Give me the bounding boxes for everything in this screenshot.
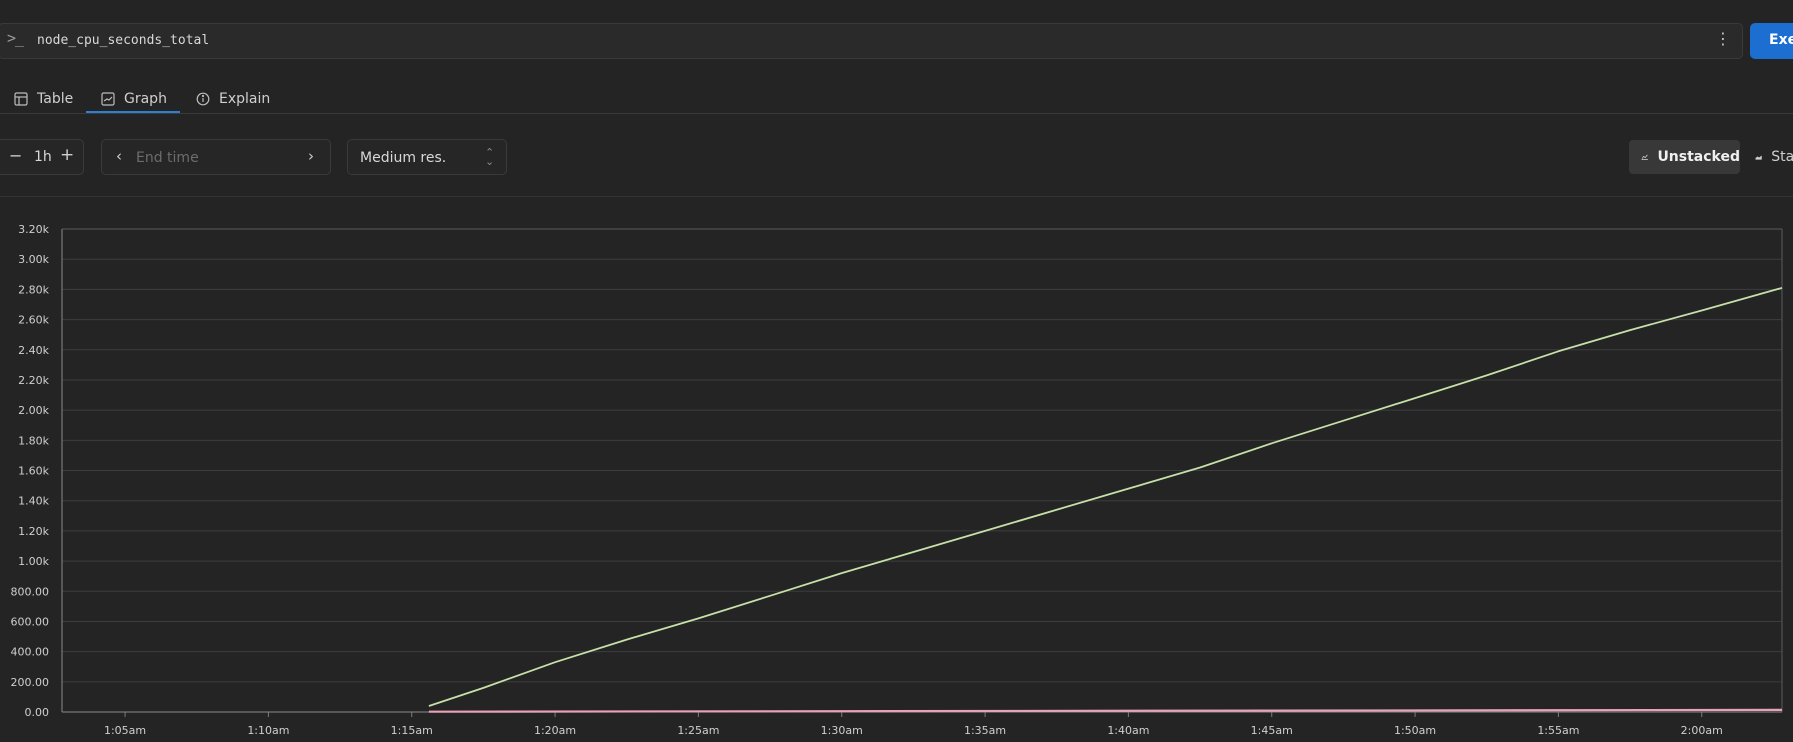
end-time-forward-button[interactable]: ›: [308, 147, 314, 165]
execute-button[interactable]: Execute: [1750, 23, 1793, 59]
tab-table-label: Table: [37, 91, 74, 107]
tab-graph-label: Graph: [124, 91, 167, 107]
x-tick-label: 1:25am: [677, 724, 719, 737]
query-expression-input[interactable]: node_cpu_seconds_total: [37, 33, 210, 48]
range-decrease-button[interactable]: −: [9, 146, 23, 165]
end-time-back-button[interactable]: ‹: [116, 147, 122, 165]
y-tick-label: 2.40k: [18, 344, 49, 357]
stacked-label: Stacked: [1771, 149, 1793, 165]
chevron-updown-icon: ⌃ ⌄: [485, 146, 495, 168]
tab-table[interactable]: Table: [14, 84, 73, 114]
y-tick-label: 800.00: [11, 585, 50, 598]
x-tick-label: 1:45am: [1251, 724, 1293, 737]
query-bar: >_ node_cpu_seconds_total ⋮: [0, 23, 1743, 59]
end-time-control: ‹ End time ›: [101, 139, 331, 175]
active-tab-indicator: [86, 111, 180, 113]
table-icon: [14, 92, 28, 106]
tabs-divider: [0, 113, 1793, 114]
y-tick-label: 3.00k: [18, 253, 49, 266]
x-tick-label: 1:40am: [1107, 724, 1149, 737]
series-line-2[interactable]: [428, 708, 1783, 713]
y-tick-label: 200.00: [11, 676, 50, 689]
y-tick-label: 1.00k: [18, 555, 49, 568]
unstacked-button[interactable]: Unstacked: [1629, 140, 1740, 174]
x-tick-label: 1:10am: [247, 724, 289, 737]
resolution-value: Medium res.: [360, 150, 447, 166]
unstacked-chart-icon: [1641, 154, 1648, 161]
controls-divider: [0, 196, 1793, 197]
x-tick-label: 1:20am: [534, 724, 576, 737]
y-tick-label: 2.60k: [18, 314, 49, 327]
x-tick-label: 1:30am: [821, 724, 863, 737]
y-tick-label: 600.00: [11, 615, 50, 628]
x-tick-label: 2:00am: [1681, 724, 1723, 737]
range-value-input[interactable]: 1h: [34, 149, 52, 165]
y-tick-label: 2.00k: [18, 404, 49, 417]
y-tick-label: 1.20k: [18, 525, 49, 538]
x-tick-label: 1:50am: [1394, 724, 1436, 737]
terminal-prompt-icon: >_: [7, 29, 24, 47]
y-tick-label: 2.20k: [18, 374, 49, 387]
resolution-select[interactable]: Medium res. ⌃ ⌄: [347, 139, 507, 175]
x-tick-label: 1:55am: [1537, 724, 1579, 737]
cpu-seconds-line-chart: 0.00 200.00 400.00 600.00 800.00 1.00k 1.20k 1.…: [11, 223, 1783, 737]
x-tick-label: 1:15am: [391, 724, 433, 737]
x-tick-label: 1:05am: [104, 724, 146, 737]
series-line-1[interactable]: [428, 287, 1783, 707]
y-tick-label: 3.20k: [18, 223, 49, 236]
graph-icon: [101, 92, 115, 106]
x-tick-label: 1:35am: [964, 724, 1006, 737]
y-tick-label: 0.00: [25, 706, 50, 719]
y-tick-label: 1.60k: [18, 465, 49, 478]
tab-graph[interactable]: Graph: [101, 84, 167, 114]
info-icon: [196, 92, 210, 106]
stacked-button[interactable]: Stacked: [1747, 140, 1793, 174]
unstacked-label: Unstacked: [1657, 149, 1740, 165]
range-control: − 1h +: [0, 139, 84, 175]
end-time-input[interactable]: End time: [136, 150, 199, 166]
tab-explain[interactable]: Explain: [196, 84, 270, 114]
y-tick-label: 400.00: [11, 646, 50, 659]
stacked-chart-icon: [1755, 155, 1762, 160]
tab-explain-label: Explain: [219, 91, 271, 107]
y-tick-label: 2.80k: [18, 283, 49, 296]
y-tick-label: 1.80k: [18, 434, 49, 447]
range-increase-button[interactable]: +: [60, 145, 75, 165]
y-tick-label: 1.40k: [18, 495, 49, 508]
kebab-menu-icon[interactable]: ⋮: [1715, 29, 1731, 48]
